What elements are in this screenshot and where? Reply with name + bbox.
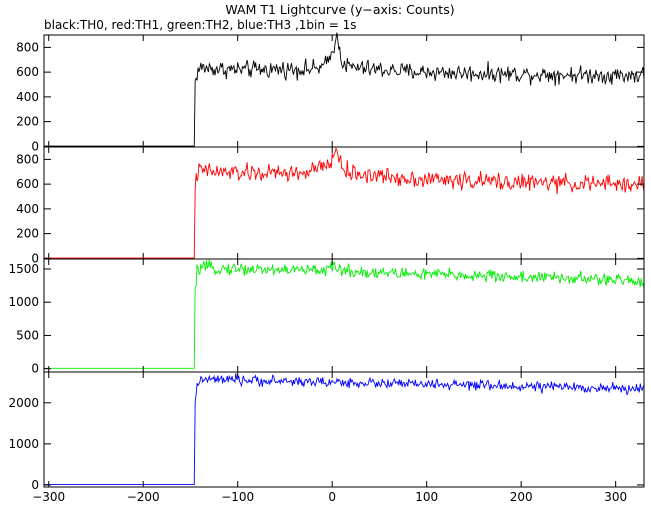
- panel-th1: 0 200 400 600 800: [16, 146, 645, 265]
- panel-th0: 0 200 400 600 800: [16, 32, 645, 153]
- y-tick-label: 1500: [8, 262, 39, 276]
- panel-frame: [43, 34, 645, 148]
- chart-title: WAM T1 Lightcurve (y−axis: Counts): [225, 2, 454, 17]
- y-tick-label: 500: [16, 328, 39, 342]
- series-line-th1: [44, 147, 645, 259]
- y-tick-label: 0: [31, 251, 39, 265]
- y-tick-label: 0: [31, 478, 39, 492]
- y-tick-label: 400: [16, 90, 39, 104]
- y-tick-label: 1000: [8, 437, 39, 451]
- panel-frame: [43, 371, 645, 488]
- y-tick-label: 2000: [8, 396, 39, 410]
- panel-th3: 0 1000 2000: [8, 371, 645, 492]
- y-tick-label: 400: [16, 202, 39, 216]
- series-line-th3: [44, 373, 645, 485]
- x-tick-label: 300: [604, 490, 627, 504]
- x-tick-label: 0: [328, 490, 336, 504]
- x-tick-label: 100: [415, 490, 438, 504]
- x-tick-label: −200: [127, 490, 160, 504]
- y-tick-label: 200: [16, 227, 39, 241]
- x-tick-label: −300: [32, 490, 65, 504]
- series-line-th0: [44, 32, 645, 147]
- y-tick-label: 0: [31, 362, 39, 376]
- y-tick-label: 0: [31, 139, 39, 153]
- x-axis: −300 −200 −100 0 100 200 300: [32, 490, 627, 504]
- y-tick-label: 600: [16, 177, 39, 191]
- y-tick-label: 1000: [8, 295, 39, 309]
- y-tick-label: 600: [16, 65, 39, 79]
- y-tick-label: 800: [16, 152, 39, 166]
- series-line-th2: [44, 259, 645, 369]
- chart-subtitle: black:TH0, red:TH1, green:TH2, blue:TH3 …: [44, 18, 357, 32]
- x-tick-label: 200: [510, 490, 533, 504]
- x-tick-label: −100: [221, 490, 254, 504]
- panel-th2: 0 500 1000 1500: [8, 258, 645, 376]
- panels-group: 0200400600800020040060080005001000150001…: [8, 32, 645, 492]
- y-tick-label: 800: [16, 40, 39, 54]
- panel-frame: [43, 146, 645, 260]
- y-tick-label: 200: [16, 115, 39, 129]
